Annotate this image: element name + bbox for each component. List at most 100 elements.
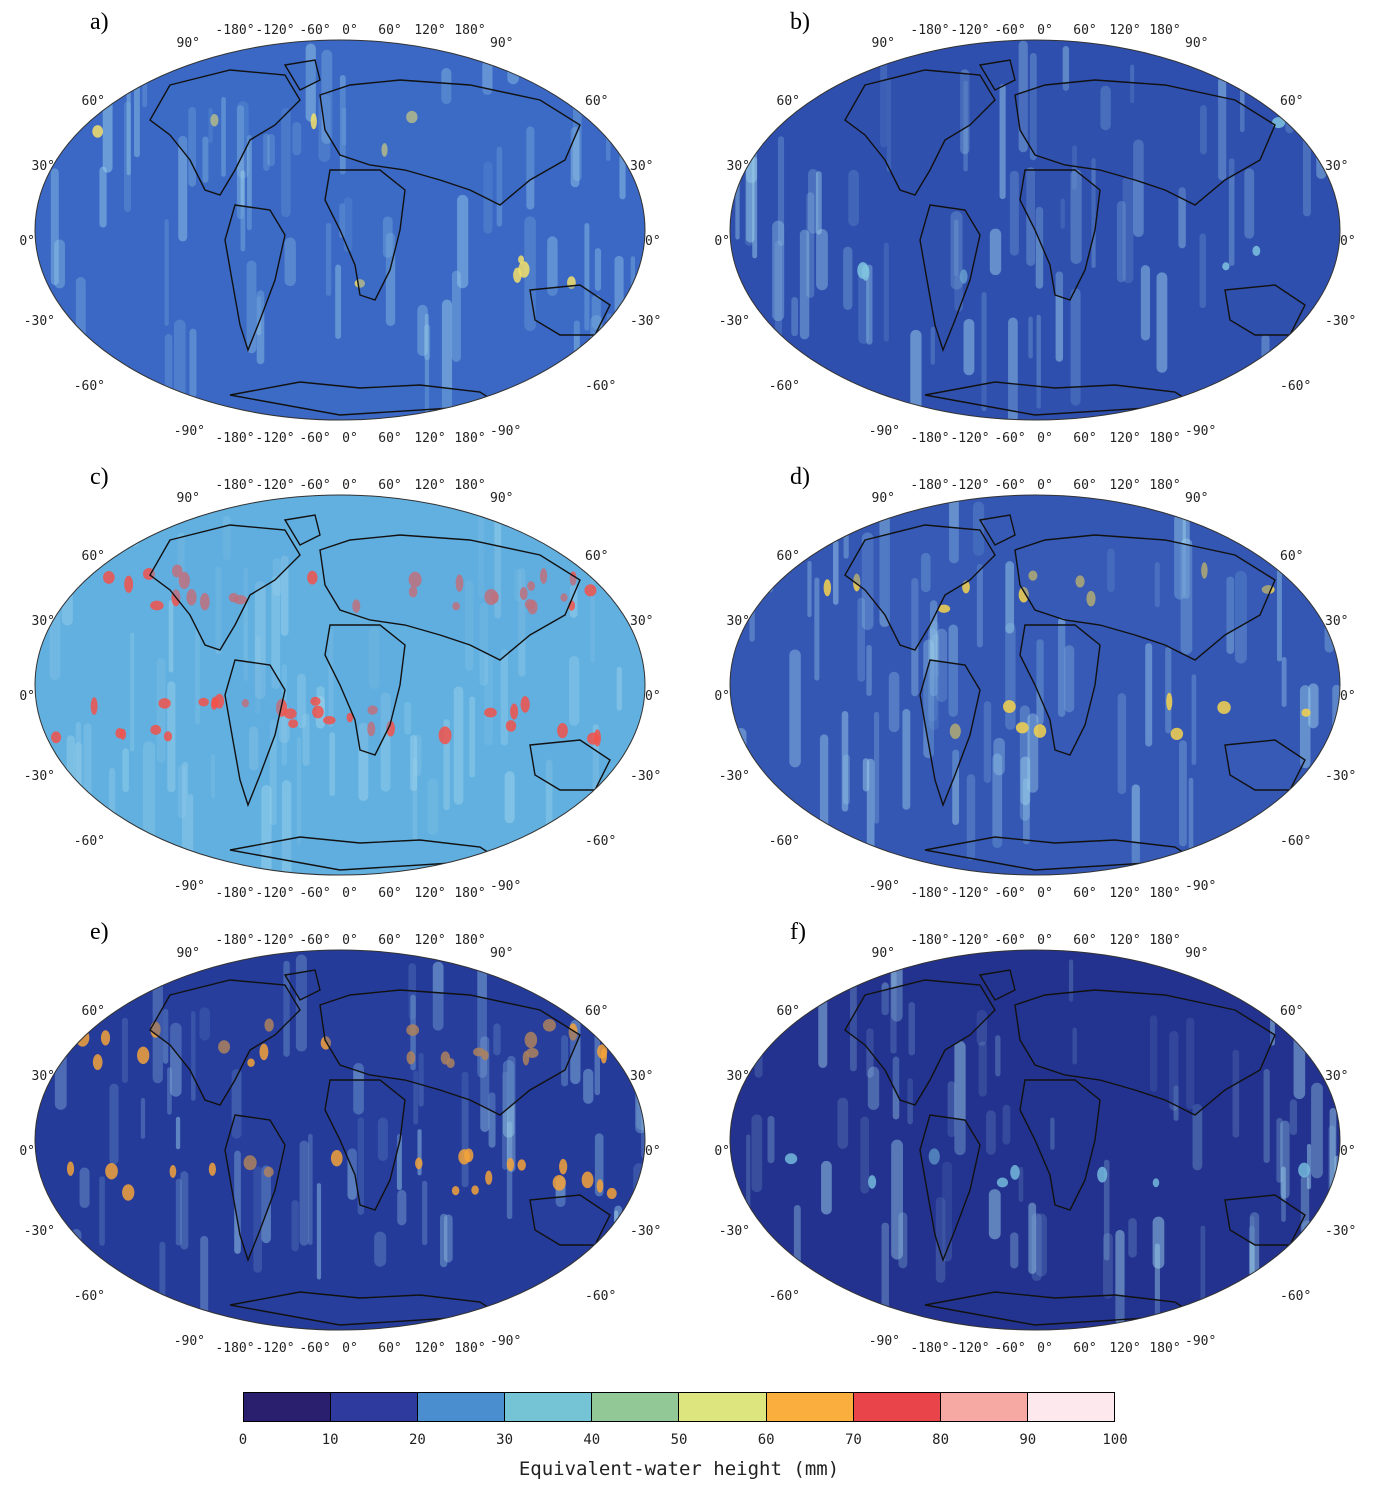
colorbar-tick: 70 (844, 1432, 862, 1448)
lon-label-bottom: -180° (215, 886, 254, 901)
lat-label-right: -60° (585, 834, 616, 849)
panel-label: d) (790, 464, 810, 490)
world-map-robinson: -180°-180°-120°-120°-60°-60°0°0°60°60°12… (19, 933, 661, 1356)
lon-label-bottom: 0° (1037, 886, 1053, 901)
map-panel-b: b) -180° -180° -120° -120° -60° -60° 0° 0° 60° 60°… (714, 9, 1395, 470)
lat-label-left: 0° (19, 689, 35, 704)
lon-label-top: 120° (1109, 478, 1140, 493)
lat-label-left: -90° (174, 879, 205, 894)
lon-label-top: 60° (378, 478, 401, 493)
lon-label-top: -120° (255, 478, 294, 493)
lon-label-bottom: 60° (1073, 1341, 1096, 1356)
lon-label-top: 120° (1109, 933, 1140, 948)
lon-label-top: -120° (950, 933, 989, 948)
lon-label-bottom: 60° (378, 1341, 401, 1356)
lat-label-left: -30° (24, 769, 55, 784)
lat-label-right: 90° (1185, 36, 1208, 51)
lon-label-bottom: -60° (299, 431, 330, 446)
lon-label-bottom: -120° (950, 886, 989, 901)
lat-label-left: 0° (714, 234, 730, 249)
colorbar-segment (418, 1393, 506, 1421)
lon-label-bottom: 180° (1149, 1341, 1180, 1356)
colorbar-tick: 60 (757, 1432, 775, 1448)
lon-label-bottom: 180° (454, 431, 485, 446)
colorbar-segment (505, 1393, 593, 1421)
lat-label-left: 60° (82, 94, 105, 109)
colorbar-segment (244, 1393, 332, 1421)
lat-label-right: 60° (1280, 549, 1303, 564)
lat-label-left: -30° (24, 1224, 55, 1239)
lat-label-right: -90° (490, 424, 521, 439)
lon-label-bottom: 0° (1037, 431, 1053, 446)
lat-label-right: 60° (585, 94, 608, 109)
map-panel-f: f) -180° -180° -120° -120° -60° -60° 0° 0° 60° 60°… (714, 919, 1395, 1380)
lon-label-bottom: 120° (414, 886, 445, 901)
lat-label-right: 0° (645, 234, 661, 249)
lon-label-bottom: 0° (1037, 1341, 1053, 1356)
lon-label-bottom: 180° (1149, 431, 1180, 446)
data-field (35, 950, 645, 1330)
map-panel-a: a) -180° -180° -120° -120° -60° -60° 0° 0° 60° 60°… (19, 9, 700, 470)
lon-label-top: -60° (994, 478, 1025, 493)
lat-label-right: 0° (645, 1144, 661, 1159)
lat-label-left: 60° (82, 549, 105, 564)
panel-label: b) (790, 9, 810, 35)
lat-label-right: -90° (1185, 879, 1216, 894)
lon-label-top: 60° (1073, 23, 1096, 38)
colorbar-tick: 20 (408, 1432, 426, 1448)
lat-label-right: 30° (630, 614, 653, 629)
lon-label-top: 120° (1109, 23, 1140, 38)
lon-label-top: 120° (414, 478, 445, 493)
lon-label-top: 60° (1073, 478, 1096, 493)
colorbar-title: Equivalent-water height (mm) (518, 1458, 840, 1480)
lon-label-top: 0° (1037, 23, 1053, 38)
lat-label-left: 90° (177, 946, 200, 961)
lat-label-right: -30° (630, 1224, 661, 1239)
lat-label-right: -60° (585, 379, 616, 394)
colorbar-segment (592, 1393, 680, 1421)
lon-label-bottom: -180° (910, 1341, 949, 1356)
lat-label-left: 60° (82, 1004, 105, 1019)
lat-label-left: -90° (869, 1334, 900, 1349)
panel-label: c) (90, 464, 109, 490)
lon-label-bottom: 60° (1073, 886, 1096, 901)
lon-label-bottom: -180° (215, 1341, 254, 1356)
lon-label-bottom: -120° (950, 1341, 989, 1356)
lat-label-left: 30° (727, 1069, 750, 1084)
world-map-robinson: -180°-180°-120°-120°-60°-60°0°0°60°60°12… (19, 23, 661, 446)
colorbar-tick: 30 (496, 1432, 514, 1448)
lon-label-bottom: -180° (910, 886, 949, 901)
lon-label-top: -120° (255, 933, 294, 948)
colorbar-tick: 0 (238, 1432, 248, 1448)
lat-label-left: -90° (174, 424, 205, 439)
lat-label-right: 60° (1280, 94, 1303, 109)
lon-label-bottom: -60° (299, 1341, 330, 1356)
lat-label-left: 90° (177, 491, 200, 506)
lon-label-bottom: -180° (215, 431, 254, 446)
lat-label-right: -30° (1325, 314, 1356, 329)
lat-label-left: -30° (719, 769, 750, 784)
lon-label-bottom: 120° (414, 1341, 445, 1356)
lat-label-left: 30° (32, 1069, 55, 1084)
lon-label-bottom: 180° (454, 1341, 485, 1356)
lon-label-bottom: -120° (950, 431, 989, 446)
lon-label-top: -60° (994, 933, 1025, 948)
lat-label-right: -60° (585, 1289, 616, 1304)
lat-label-right: 90° (1185, 946, 1208, 961)
lat-label-right: 60° (585, 1004, 608, 1019)
colorbar (243, 1392, 1115, 1422)
lon-label-top: 0° (342, 23, 358, 38)
lon-label-bottom: 120° (1109, 431, 1140, 446)
map-panel-d: d) -180° -180° -120° -120° -60° -60° 0° 0° 60° 60°… (714, 464, 1395, 925)
data-field (730, 495, 1340, 875)
map-panel-c: c) -180° -180° -120° -120° -60° -60° 0° 0° 60° 60°… (19, 464, 700, 925)
lat-label-left: -60° (769, 379, 800, 394)
lon-label-top: 60° (378, 933, 401, 948)
lat-label-right: -30° (1325, 1224, 1356, 1239)
lon-label-top: -60° (994, 23, 1025, 38)
lat-label-left: 90° (872, 36, 895, 51)
lat-label-right: -60° (1280, 1289, 1311, 1304)
lon-label-top: -180° (215, 478, 254, 493)
lon-label-top: 180° (454, 478, 485, 493)
lat-label-left: 0° (19, 1144, 35, 1159)
